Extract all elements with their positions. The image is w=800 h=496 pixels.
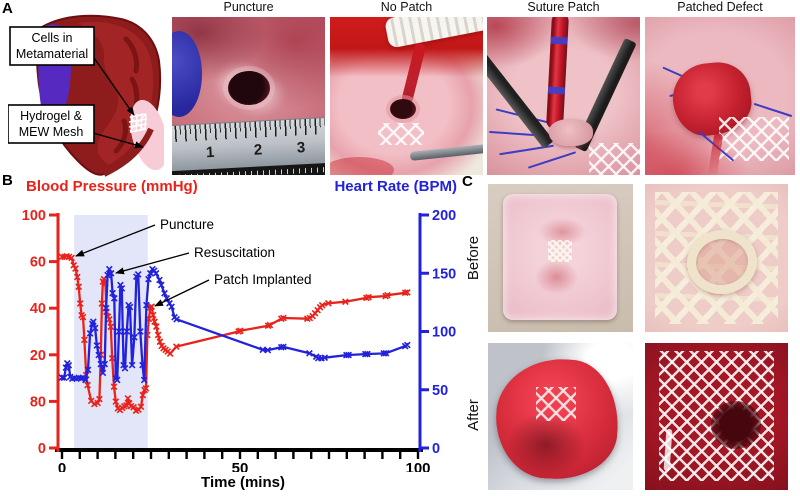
- axes: 0 50 100 100 60 40 20 80 0 200 150 100 50 0: [22, 208, 456, 472]
- svg-text:60: 60: [30, 255, 46, 271]
- svg-text:200: 200: [432, 208, 456, 224]
- tube-blue-band: [550, 36, 568, 45]
- callout2-text-line1: Hydrogel &: [20, 109, 82, 123]
- svg-text:50: 50: [432, 383, 448, 399]
- callout1-text-line2: Metamaterial: [16, 47, 88, 61]
- callout1-text-line1: Cells in: [32, 31, 73, 45]
- defect-hole: [390, 99, 416, 119]
- svg-text:0: 0: [432, 441, 440, 457]
- photo-before-mesh-closeup: [645, 184, 788, 332]
- photo-suture-patch: [487, 17, 640, 175]
- photo-label-suture-patch: Suture Patch: [527, 0, 600, 14]
- vitals-chart: 0 50 100 100 60 40 20 80 0 200 150 100 50 0 Puncture Re…: [22, 208, 456, 472]
- svg-text:100: 100: [432, 325, 456, 341]
- mew-mesh-fragment: [589, 143, 640, 175]
- callout2-text-line2: MEW Mesh: [19, 125, 84, 139]
- row-label-before: Before: [465, 235, 482, 281]
- mesh-star-center: [548, 240, 572, 262]
- svg-text:50: 50: [232, 460, 249, 472]
- photo-before-patch: [488, 184, 633, 332]
- left-axis-title: Blood Pressure (mmHg): [26, 178, 198, 195]
- x-axis-title: Time (mins): [201, 474, 285, 491]
- panel-b-label: B: [2, 172, 13, 189]
- metal-rod: [409, 144, 483, 161]
- photo-after-patch: [488, 343, 633, 490]
- heart-rate-series: [58, 265, 411, 384]
- mew-mesh-fragment: [378, 123, 424, 145]
- photo-label-patched-defect: Patched Defect: [677, 0, 763, 14]
- panel-a-label: A: [2, 0, 13, 17]
- svg-text:0: 0: [58, 460, 66, 472]
- panel-c-label: C: [462, 173, 473, 190]
- heart-illustration: Cells in Metamaterial Hydrogel & MEW Mes…: [8, 14, 164, 177]
- patch-plug: [549, 119, 593, 146]
- callout2-arrow: [92, 132, 144, 149]
- svg-text:100: 100: [405, 460, 430, 472]
- callout1-arrow: [91, 54, 135, 116]
- photo-label-puncture: Puncture: [223, 0, 274, 14]
- ruler: 1 2 3: [172, 116, 325, 175]
- blood-smear: [330, 157, 394, 175]
- svg-text:40: 40: [30, 301, 46, 317]
- blood-pressure-series: [58, 252, 411, 415]
- tube-blue-band: [547, 86, 566, 95]
- svg-text:80: 80: [30, 394, 46, 410]
- surgical-instrument: [384, 17, 483, 49]
- svg-text:Patch Implanted: Patch Implanted: [214, 272, 312, 287]
- chart-annotations: Puncture Resuscitation Patch Implanted: [75, 217, 312, 307]
- blood-stream: [400, 42, 427, 106]
- puncture-hole: [228, 71, 270, 105]
- heart-edge-over-patch: [102, 127, 154, 177]
- svg-text:Puncture: Puncture: [160, 217, 214, 232]
- mesh-central-opening: [711, 401, 761, 449]
- mew-mesh-fragment: [719, 117, 789, 161]
- row-label-after: After: [465, 399, 482, 431]
- photo-after-mesh-closeup: [645, 343, 788, 490]
- ruler-number: 2: [253, 141, 263, 159]
- svg-text:Resuscitation: Resuscitation: [194, 245, 275, 260]
- ruler-number: 1: [205, 143, 215, 162]
- svg-text:100: 100: [22, 208, 46, 224]
- callout2-box: [8, 104, 95, 144]
- ruler-number: 3: [296, 139, 306, 157]
- photo-patched-defect: [645, 17, 795, 175]
- svg-text:150: 150: [432, 266, 456, 282]
- mesh-icon: [128, 112, 148, 134]
- photo-no-patch: [330, 17, 483, 175]
- svg-text:0: 0: [38, 441, 46, 457]
- callout1-box: [9, 26, 95, 66]
- mesh-visible-center: [536, 387, 576, 421]
- suture-thread: [527, 151, 577, 169]
- photo-label-no-patch: No Patch: [380, 0, 433, 14]
- photo-puncture: 1 2 3: [172, 17, 325, 175]
- surgical-glove: [172, 31, 202, 117]
- red-tube: [545, 17, 570, 130]
- right-axis-title: Heart Rate (BPM): [334, 178, 457, 195]
- svg-text:20: 20: [30, 348, 46, 364]
- suture-thread: [753, 102, 793, 118]
